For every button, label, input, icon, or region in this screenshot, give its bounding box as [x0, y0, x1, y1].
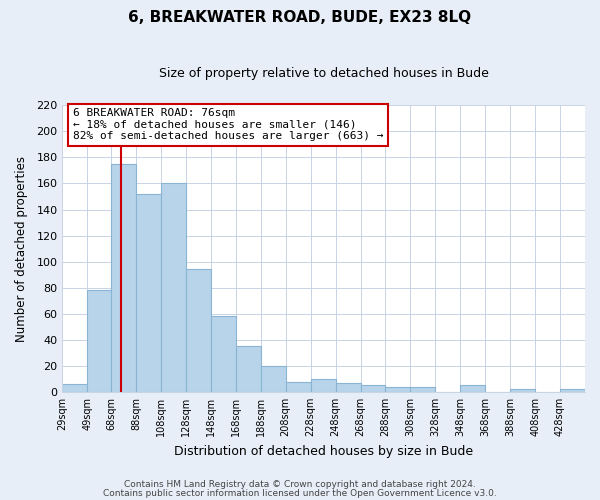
- Text: 6 BREAKWATER ROAD: 76sqm
← 18% of detached houses are smaller (146)
82% of semi-: 6 BREAKWATER ROAD: 76sqm ← 18% of detach…: [73, 108, 383, 142]
- Text: Contains HM Land Registry data © Crown copyright and database right 2024.: Contains HM Land Registry data © Crown c…: [124, 480, 476, 489]
- Bar: [361, 386, 385, 392]
- Bar: [286, 382, 311, 392]
- Title: Size of property relative to detached houses in Bude: Size of property relative to detached ho…: [159, 68, 488, 80]
- Bar: [161, 184, 186, 392]
- Bar: [560, 390, 585, 392]
- Bar: [111, 164, 136, 392]
- Bar: [62, 384, 88, 392]
- Text: 6, BREAKWATER ROAD, BUDE, EX23 8LQ: 6, BREAKWATER ROAD, BUDE, EX23 8LQ: [128, 10, 472, 25]
- Bar: [236, 346, 261, 392]
- Bar: [335, 383, 361, 392]
- Bar: [311, 379, 335, 392]
- X-axis label: Distribution of detached houses by size in Bude: Distribution of detached houses by size …: [174, 444, 473, 458]
- Bar: [211, 316, 236, 392]
- Bar: [88, 290, 111, 392]
- Bar: [510, 390, 535, 392]
- Bar: [261, 366, 286, 392]
- Bar: [385, 386, 410, 392]
- Text: Contains public sector information licensed under the Open Government Licence v3: Contains public sector information licen…: [103, 490, 497, 498]
- Bar: [410, 386, 436, 392]
- Bar: [136, 194, 161, 392]
- Bar: [460, 386, 485, 392]
- Bar: [186, 270, 211, 392]
- Y-axis label: Number of detached properties: Number of detached properties: [15, 156, 28, 342]
